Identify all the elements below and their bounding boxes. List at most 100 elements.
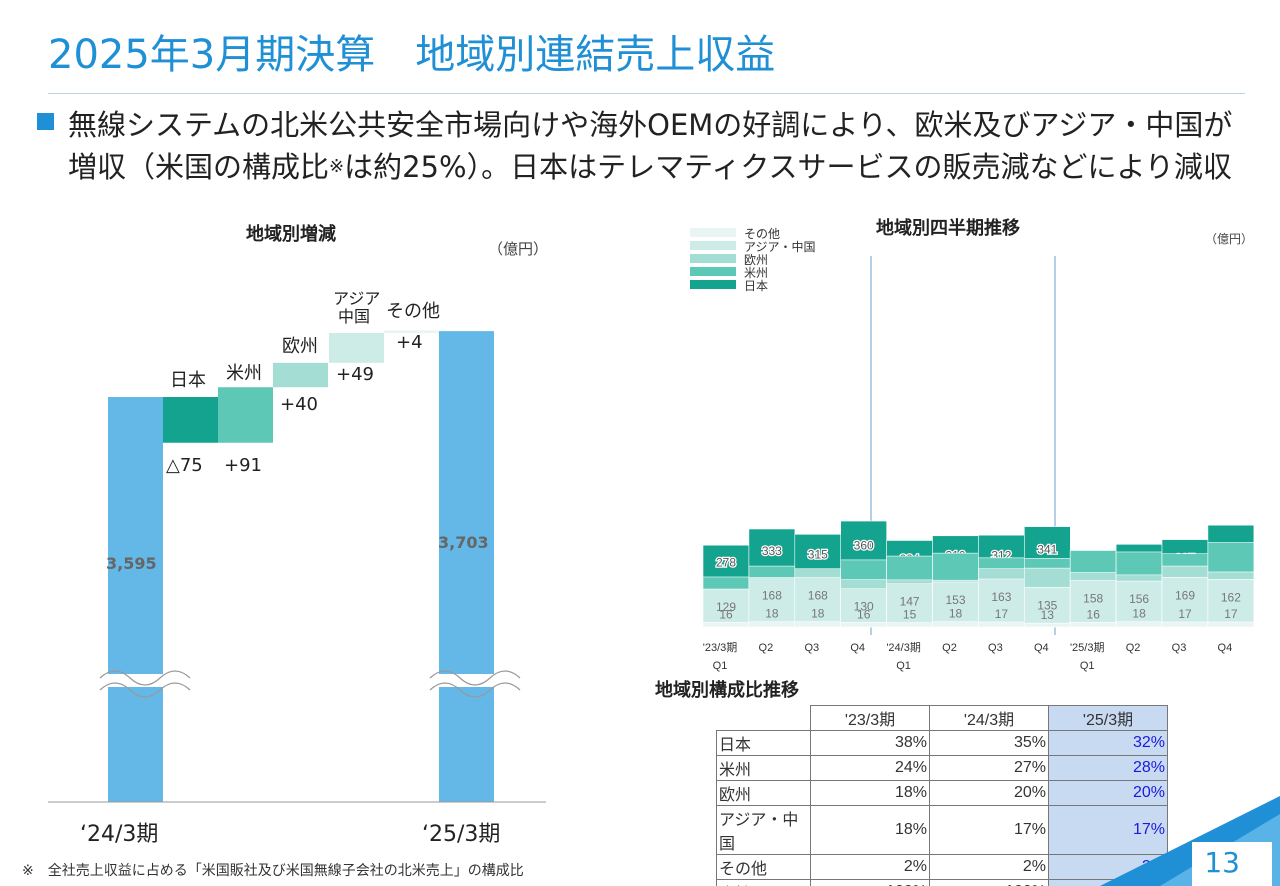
stacked-value-label: 17 (1178, 607, 1192, 621)
title-divider (48, 93, 1245, 94)
stacked-bar-segment (978, 621, 1025, 628)
stacked-bar-segment (1115, 621, 1163, 628)
stacked-value-label: 147 (900, 595, 920, 609)
stacked-value-label: 315 (808, 548, 828, 562)
table-row: アジア・中国 18% 17% 17% (716, 805, 1168, 855)
legend-swatch (690, 267, 736, 276)
stacked-bar-segment (702, 588, 750, 628)
legend-swatch (690, 280, 736, 289)
table-cell: 18% (810, 780, 930, 806)
x-tick-label: '23/3期 (703, 641, 738, 654)
stacked-value-label: 18 (949, 607, 963, 621)
stacked-value-label: 129 (716, 600, 736, 614)
legend-label: 欧州 (744, 253, 769, 267)
table-row-label: 合計 (716, 879, 811, 886)
page-number: 13 (1204, 846, 1240, 879)
x-tick-label: Q1 (1080, 660, 1095, 672)
table-cell: 38% (810, 730, 930, 756)
stacked-value-label: 278 (716, 555, 736, 569)
axis-break-icon (429, 670, 521, 698)
axis-break-icon (99, 670, 191, 698)
x-tick-label: Q4 (850, 642, 865, 654)
table-cell: 35% (929, 730, 1049, 756)
waterfall-bar (218, 387, 273, 443)
quarterly-title: 地域別四半期推移 (876, 218, 1020, 239)
table-cell: 2% (929, 854, 1049, 880)
stacked-bar-segment (932, 581, 979, 628)
table-cell: 100% (929, 879, 1049, 886)
table-cell: 17% (929, 805, 1049, 855)
table-row-label: その他 (716, 854, 811, 880)
x-tick-label: '25/3期 (1070, 641, 1105, 654)
stacked-bar-segment (1115, 580, 1163, 628)
stacked-value-label: 162 (1221, 590, 1241, 604)
waterfall-value-label: 3,595 (106, 554, 157, 573)
x-tick-label: Q2 (759, 642, 774, 654)
legend-swatch (690, 254, 736, 263)
waterfall-value-label: +4 (396, 332, 423, 353)
stacked-bar-segment (1023, 586, 1071, 628)
stacked-bar-segment (748, 621, 796, 628)
headline-line-2: 増収（米国の構成比※は約25%）。日本はテレマティクスサービスの販売減などにより… (68, 146, 1268, 188)
table-cell: 18% (810, 805, 930, 855)
table-corner (716, 705, 811, 731)
stacked-bar-segment (932, 621, 979, 628)
legend-swatch (690, 241, 736, 250)
table-row: 米州 24% 27% 28% (716, 755, 1168, 781)
x-tick-label: Q3 (988, 642, 1003, 654)
stacked-value-label: 360 (854, 538, 874, 552)
waterfall-bar (108, 397, 163, 802)
waterfall-value-label: +91 (224, 455, 262, 476)
stacked-value-label: 16 (857, 607, 871, 621)
stacked-value-label: 341 (1037, 542, 1057, 556)
legend-label: 日本 (744, 279, 769, 293)
stacked-value-label: 16 (719, 607, 733, 621)
stacked-bar-segment (840, 621, 887, 628)
table-col-header: '23/3期 (810, 705, 930, 731)
stacked-bar-segment (886, 622, 933, 628)
stacked-value-label: 17 (1224, 607, 1238, 621)
footnote-mark: ※ (329, 156, 345, 177)
table-row-label: アジア・中国 (716, 805, 811, 855)
table-row-label: 日本 (716, 730, 811, 756)
x-tick-label: Q1 (896, 660, 911, 672)
waterfall-bar (163, 397, 218, 443)
table-cell: 20% (1048, 780, 1168, 806)
headline-line-2-b: は約25%）。日本はテレマティクスサービスの販売減などにより減収 (344, 150, 1232, 184)
legend-label: 米州 (744, 266, 769, 280)
headline-line-1: 無線システムの北米公共安全市場向けや海外OEMの好調により、欧米及びアジア・中国… (68, 108, 1233, 142)
quarterly-unit: （億円） (1205, 232, 1254, 246)
x-tick-label: Q3 (1172, 642, 1187, 654)
headline-line-2-a: 増収（米国の構成比 (68, 150, 330, 184)
stacked-bar-segment (1207, 621, 1255, 628)
stacked-bar-segment (1161, 621, 1209, 628)
stacked-value-label: 15 (903, 608, 917, 622)
waterfall-category-label: アジア (333, 289, 381, 308)
table-cell: 17% (1048, 805, 1168, 855)
x-tick-label: Q3 (804, 642, 819, 654)
table-cell: 100% (810, 879, 930, 886)
waterfall-value-label: 3,703 (438, 533, 489, 552)
stacked-value-label: 13 (1041, 608, 1055, 622)
x-tick-label: Q4 (1034, 642, 1049, 654)
waterfall-category-label: その他 (386, 301, 440, 322)
stacked-value-label: 18 (811, 607, 825, 621)
table-cell: 27% (929, 755, 1049, 781)
table-col-header: '25/3期 (1048, 705, 1168, 731)
waterfall-category-label: ‘24/3期 (80, 822, 159, 847)
stacked-bar-segment (1161, 576, 1209, 628)
stacked-value-label: 158 (1083, 592, 1103, 606)
stacked-bar-segment (794, 577, 842, 628)
table-cell: 20% (929, 780, 1049, 806)
x-tick-label: Q4 (1218, 642, 1233, 654)
stacked-value-label: 18 (1132, 607, 1146, 621)
waterfall-bar (439, 331, 494, 802)
waterfall-category-label: 米州 (226, 363, 262, 384)
stacked-bar-segment (978, 578, 1025, 628)
stacked-value-label: 168 (762, 589, 782, 603)
stacked-value-label: 168 (808, 589, 828, 603)
table-row-label: 米州 (716, 755, 811, 781)
x-tick-label: Q2 (942, 642, 957, 654)
waterfall-category-label: 欧州 (282, 336, 318, 357)
x-tick-label: '24/3期 (886, 641, 921, 654)
